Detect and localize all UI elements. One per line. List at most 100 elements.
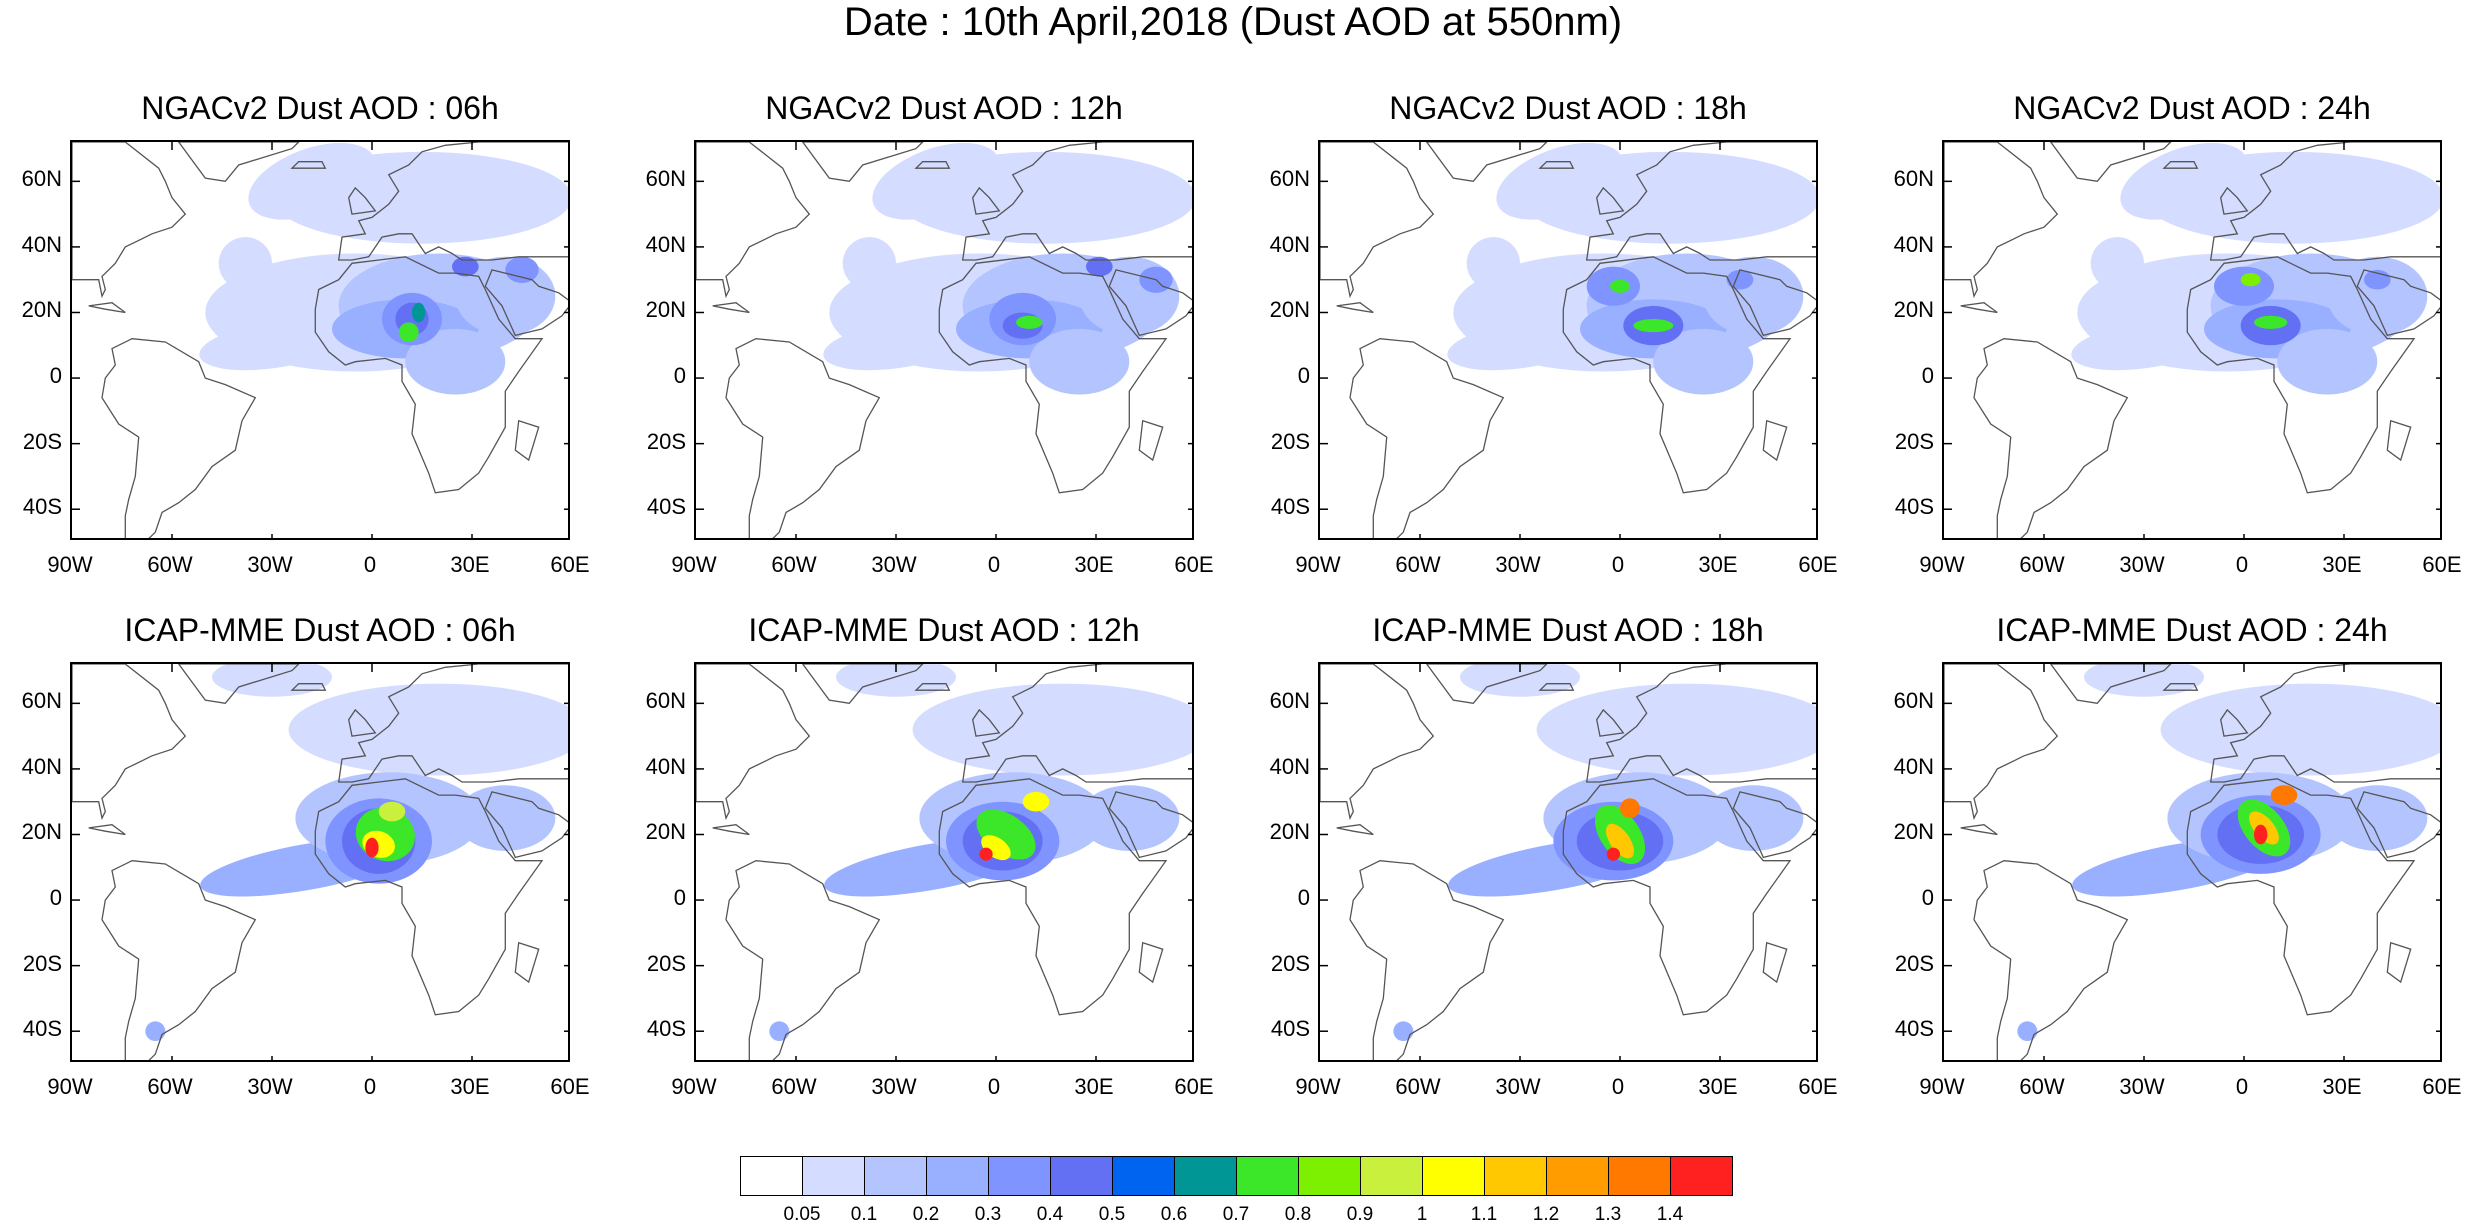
colorbar-label: 0.2 <box>912 1204 940 1225</box>
lat-label: 40N <box>1893 231 1934 257</box>
colorbar-swatch <box>1112 1156 1175 1196</box>
coastline-madagascar <box>2386 419 2412 462</box>
lon-label: 60W <box>147 1074 193 1099</box>
lon-label: 90W <box>1295 1074 1341 1099</box>
lat-label: 20S <box>646 950 686 976</box>
coastline-iceland <box>1538 161 1575 169</box>
lat-label: 40N <box>1269 231 1310 257</box>
lat-label: 20N <box>1893 297 1934 323</box>
coastline-madagascar <box>1138 941 1164 984</box>
dust-aod-map <box>1318 662 1818 1062</box>
lon-label: 30W <box>2119 552 2165 577</box>
lon-label: 30W <box>871 1074 917 1099</box>
coastline-britain <box>1596 186 1625 215</box>
coastline-iceland <box>1538 683 1575 691</box>
lon-label: 0 <box>2235 1074 2249 1099</box>
lat-label: 0 <box>673 363 686 389</box>
colorbar-swatch <box>1236 1156 1299 1196</box>
dust-aod-area <box>1633 319 1674 333</box>
coastline-iceland <box>2162 161 2199 169</box>
lat-label: 20S <box>22 428 62 454</box>
lat-label: 40S <box>646 1016 686 1042</box>
dust-aod-map <box>70 140 570 540</box>
coastline-africa <box>938 778 1168 1016</box>
coastline-madagascar <box>1762 419 1788 462</box>
colorbar-swatch <box>740 1156 803 1196</box>
colorbar-label: 1.3 <box>1594 1204 1622 1225</box>
coastline-iceland <box>290 683 327 691</box>
panel-title: ICAP-MME Dust AOD : 18h <box>1372 612 1764 648</box>
coastline-arabia <box>2356 269 2440 337</box>
dust-aod-area <box>979 847 993 861</box>
dust-aod-area <box>769 1021 790 1042</box>
lat-label: 40N <box>21 753 62 779</box>
lon-label: 0 <box>363 1074 377 1099</box>
coastline-africa <box>314 778 544 1016</box>
coastline-cuba <box>712 824 750 836</box>
lat-label: 20S <box>1270 950 1310 976</box>
dust-aod-area <box>2214 266 2274 306</box>
dust-aod-area <box>1610 279 1630 293</box>
lon-label: 30E <box>1074 1074 1114 1099</box>
lat-label: 40S <box>22 494 62 520</box>
colorbar-swatch <box>1422 1156 1485 1196</box>
coastline-cuba <box>712 302 750 314</box>
lon-label: 30E <box>450 1074 490 1099</box>
dust-aod-area <box>1016 315 1043 329</box>
coastline-europe <box>2209 664 2440 783</box>
colorbar-swatch <box>1484 1156 1547 1196</box>
lon-label: 30E <box>1074 552 1114 577</box>
lat-label: 60N <box>21 688 62 714</box>
colorbar-swatch <box>1608 1156 1671 1196</box>
colorbar-label: 0.6 <box>1160 1204 1188 1225</box>
dust-aod-area <box>2160 683 2440 776</box>
coastline-madagascar <box>2386 941 2412 984</box>
lon-label: 30W <box>247 1074 293 1099</box>
lat-label: 60N <box>645 166 686 192</box>
coastline-cuba <box>1960 824 1998 836</box>
lat-label: 20N <box>645 297 686 323</box>
dust-aod-area <box>2277 328 2378 395</box>
dust-aod-area <box>896 151 1192 244</box>
coastline-arabia <box>484 791 568 859</box>
lat-label: 60N <box>1269 166 1310 192</box>
lon-label: 60E <box>1798 552 1838 577</box>
coastline-iceland <box>914 161 951 169</box>
coastline-britain <box>348 186 377 215</box>
map-svg <box>696 664 1192 1060</box>
lat-label: 20S <box>1894 428 1934 454</box>
dust-aod-map <box>1942 140 2442 540</box>
lon-label: 60W <box>1395 1074 1441 1099</box>
panel-title: ICAP-MME Dust AOD : 24h <box>1996 612 2388 648</box>
lat-label: 60N <box>1269 688 1310 714</box>
lon-label: 30E <box>450 552 490 577</box>
coastline-africa <box>2186 256 2416 494</box>
lon-label: 30W <box>1495 552 1541 577</box>
lat-label: 0 <box>49 363 62 389</box>
lat-label: 40N <box>1893 753 1934 779</box>
lon-label: 0 <box>987 552 1001 577</box>
coastline-southAmerica <box>1973 338 2129 538</box>
lat-label: 0 <box>1297 885 1310 911</box>
lat-label: 60N <box>1893 688 1934 714</box>
colorbar-label: 0.7 <box>1222 1204 1250 1225</box>
figure-title: Date : 10th April,2018 (Dust AOD at 550n… <box>843 0 1623 44</box>
dust-aod-area <box>1447 320 1593 371</box>
coastline-greenland <box>177 664 300 705</box>
dust-aod-area <box>2017 1021 2038 1042</box>
coastline-europe <box>337 142 568 261</box>
coastline-arabia <box>2356 791 2440 859</box>
colorbar-swatch <box>926 1156 989 1196</box>
coastline-europe <box>1585 664 1816 783</box>
colorbar-label: 0.4 <box>1036 1204 1064 1225</box>
dust-aod-area <box>823 320 969 371</box>
coastline-greenland <box>2049 664 2172 705</box>
coastline-africa <box>314 256 544 494</box>
lon-label: 0 <box>2235 552 2249 577</box>
dust-aod-area <box>1086 256 1113 277</box>
lat-label: 20N <box>1893 819 1934 845</box>
dust-aod-area <box>1520 151 1816 244</box>
dust-aod-area <box>272 151 568 244</box>
map-svg <box>1320 142 1816 538</box>
lon-label: 60W <box>2019 552 2065 577</box>
